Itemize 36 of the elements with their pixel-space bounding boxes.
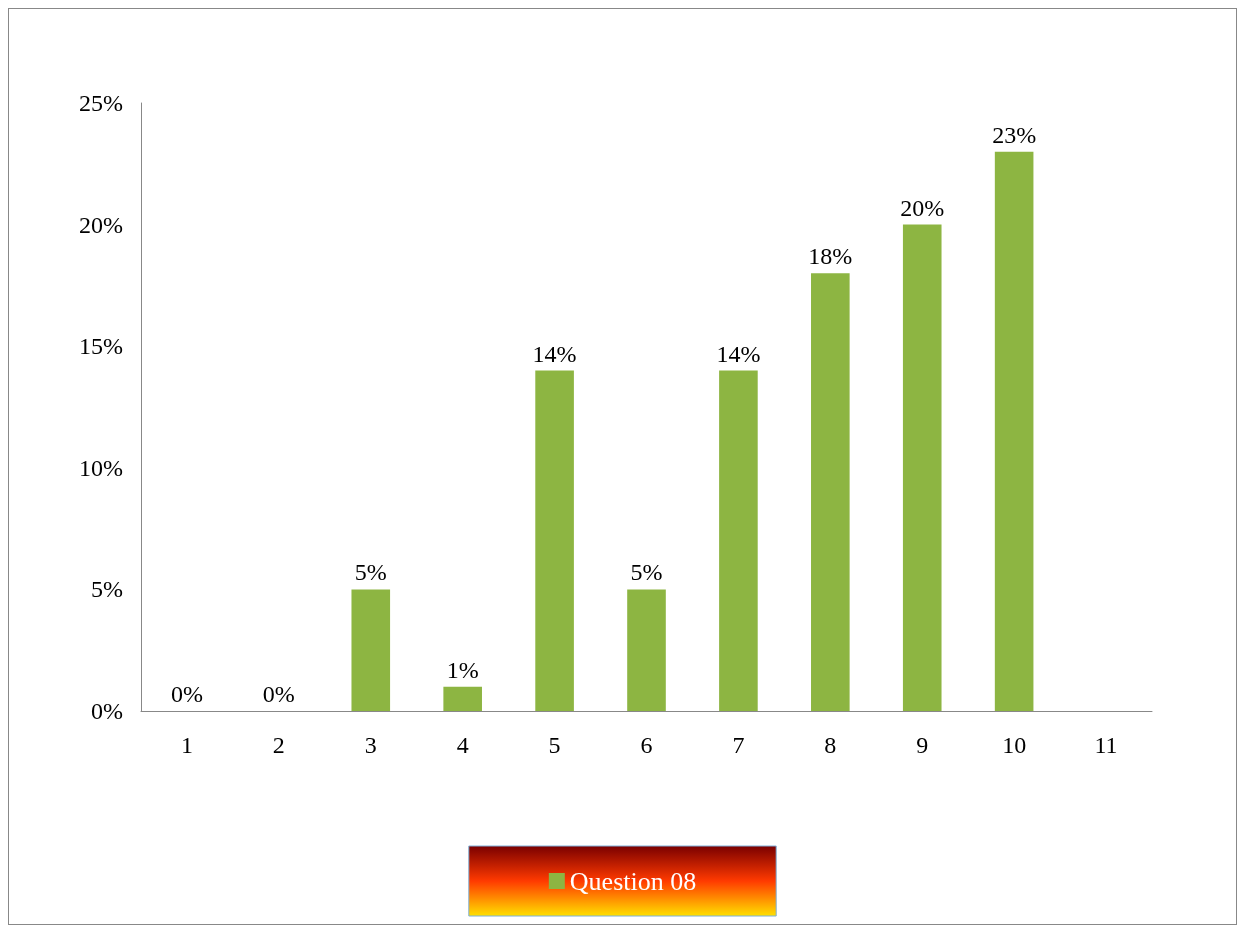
bar [351,589,391,711]
x-tick-label: 6 [640,732,653,758]
bar [535,370,574,711]
data-label: 5% [630,559,663,586]
data-label: 23% [992,121,1037,148]
bar [719,370,758,711]
y-tick-label: 10% [79,454,123,481]
data-label: 14% [716,340,761,367]
data-label: 20% [900,194,945,221]
x-tick-label: 7 [732,732,745,758]
x-tick-label: 8 [824,732,837,758]
data-label: 18% [808,243,853,270]
data-label: 14% [532,340,577,367]
bar [902,224,942,711]
bar [627,589,666,711]
y-tick-label: 20% [79,211,123,238]
legend-label: Question 08 [569,866,697,896]
data-label: 1% [446,656,479,683]
x-tick-label: 4 [456,732,469,758]
y-tick-label: 25% [79,90,123,116]
bar [811,273,850,711]
x-tick-label: 11 [1094,732,1118,758]
x-tick-label: 10 [1002,732,1027,758]
data-label: 0% [262,681,295,707]
x-tick-label: 9 [916,732,929,758]
data-label: 5% [354,559,387,586]
data-label: 0% [170,681,203,707]
x-tick-label: 5 [548,732,561,758]
bar [994,151,1034,711]
y-tick-label: 15% [79,333,123,360]
x-tick-label: 1 [180,732,193,758]
y-tick-label: 5% [91,576,123,603]
y-tick-label: 0% [91,698,123,724]
x-tick-label: 3 [364,732,377,758]
bar [443,686,482,711]
x-tick-label: 2 [272,732,285,758]
